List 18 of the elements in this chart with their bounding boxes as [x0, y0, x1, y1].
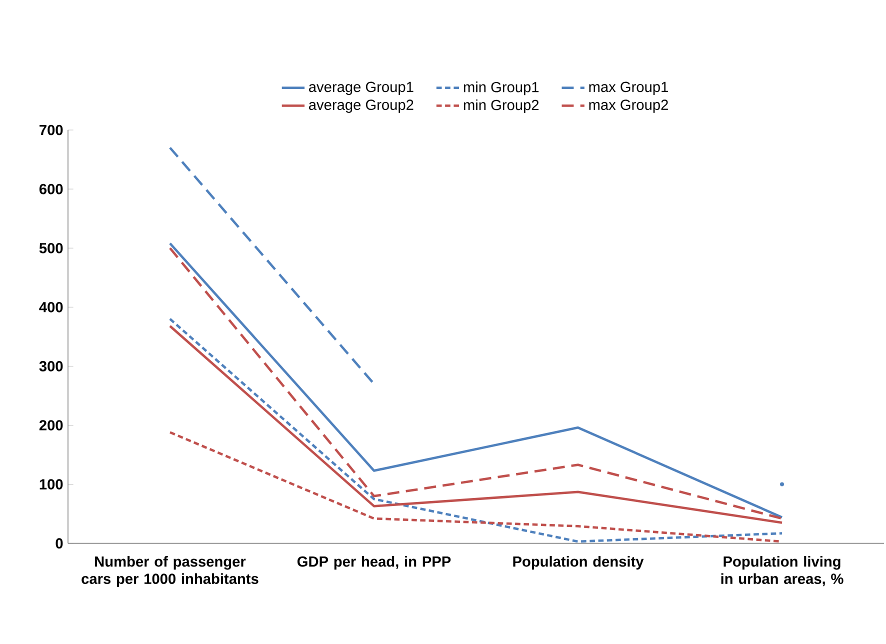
y-tick-label: 400: [39, 302, 63, 312]
y-tick-label: 300: [39, 361, 63, 372]
x-tick-label: GDP per head, in PPP: [297, 556, 451, 570]
y-tick-label: 200: [39, 420, 63, 430]
legend-label: average Group1: [309, 82, 414, 95]
legend-label: max Group2: [589, 100, 668, 113]
x-tick-label: Population density: [513, 556, 644, 570]
x-tick-label: Number of passenger cars per 1000 inhabitants: [82, 556, 258, 587]
x-tick-label: Population living in urban areas, %: [721, 556, 844, 586]
legend-label: min Group2: [464, 99, 539, 114]
y-tick-label: 0: [56, 538, 63, 549]
legend-label: average Group2: [309, 100, 414, 113]
y-tick-label: 100: [40, 479, 63, 490]
y-tick-label: 600: [39, 184, 63, 194]
legend-label: min Group1: [464, 82, 539, 96]
y-tick-label: 500: [39, 242, 63, 254]
legend-label: max Group1: [589, 82, 668, 95]
y-tick-label: 700: [40, 124, 63, 136]
